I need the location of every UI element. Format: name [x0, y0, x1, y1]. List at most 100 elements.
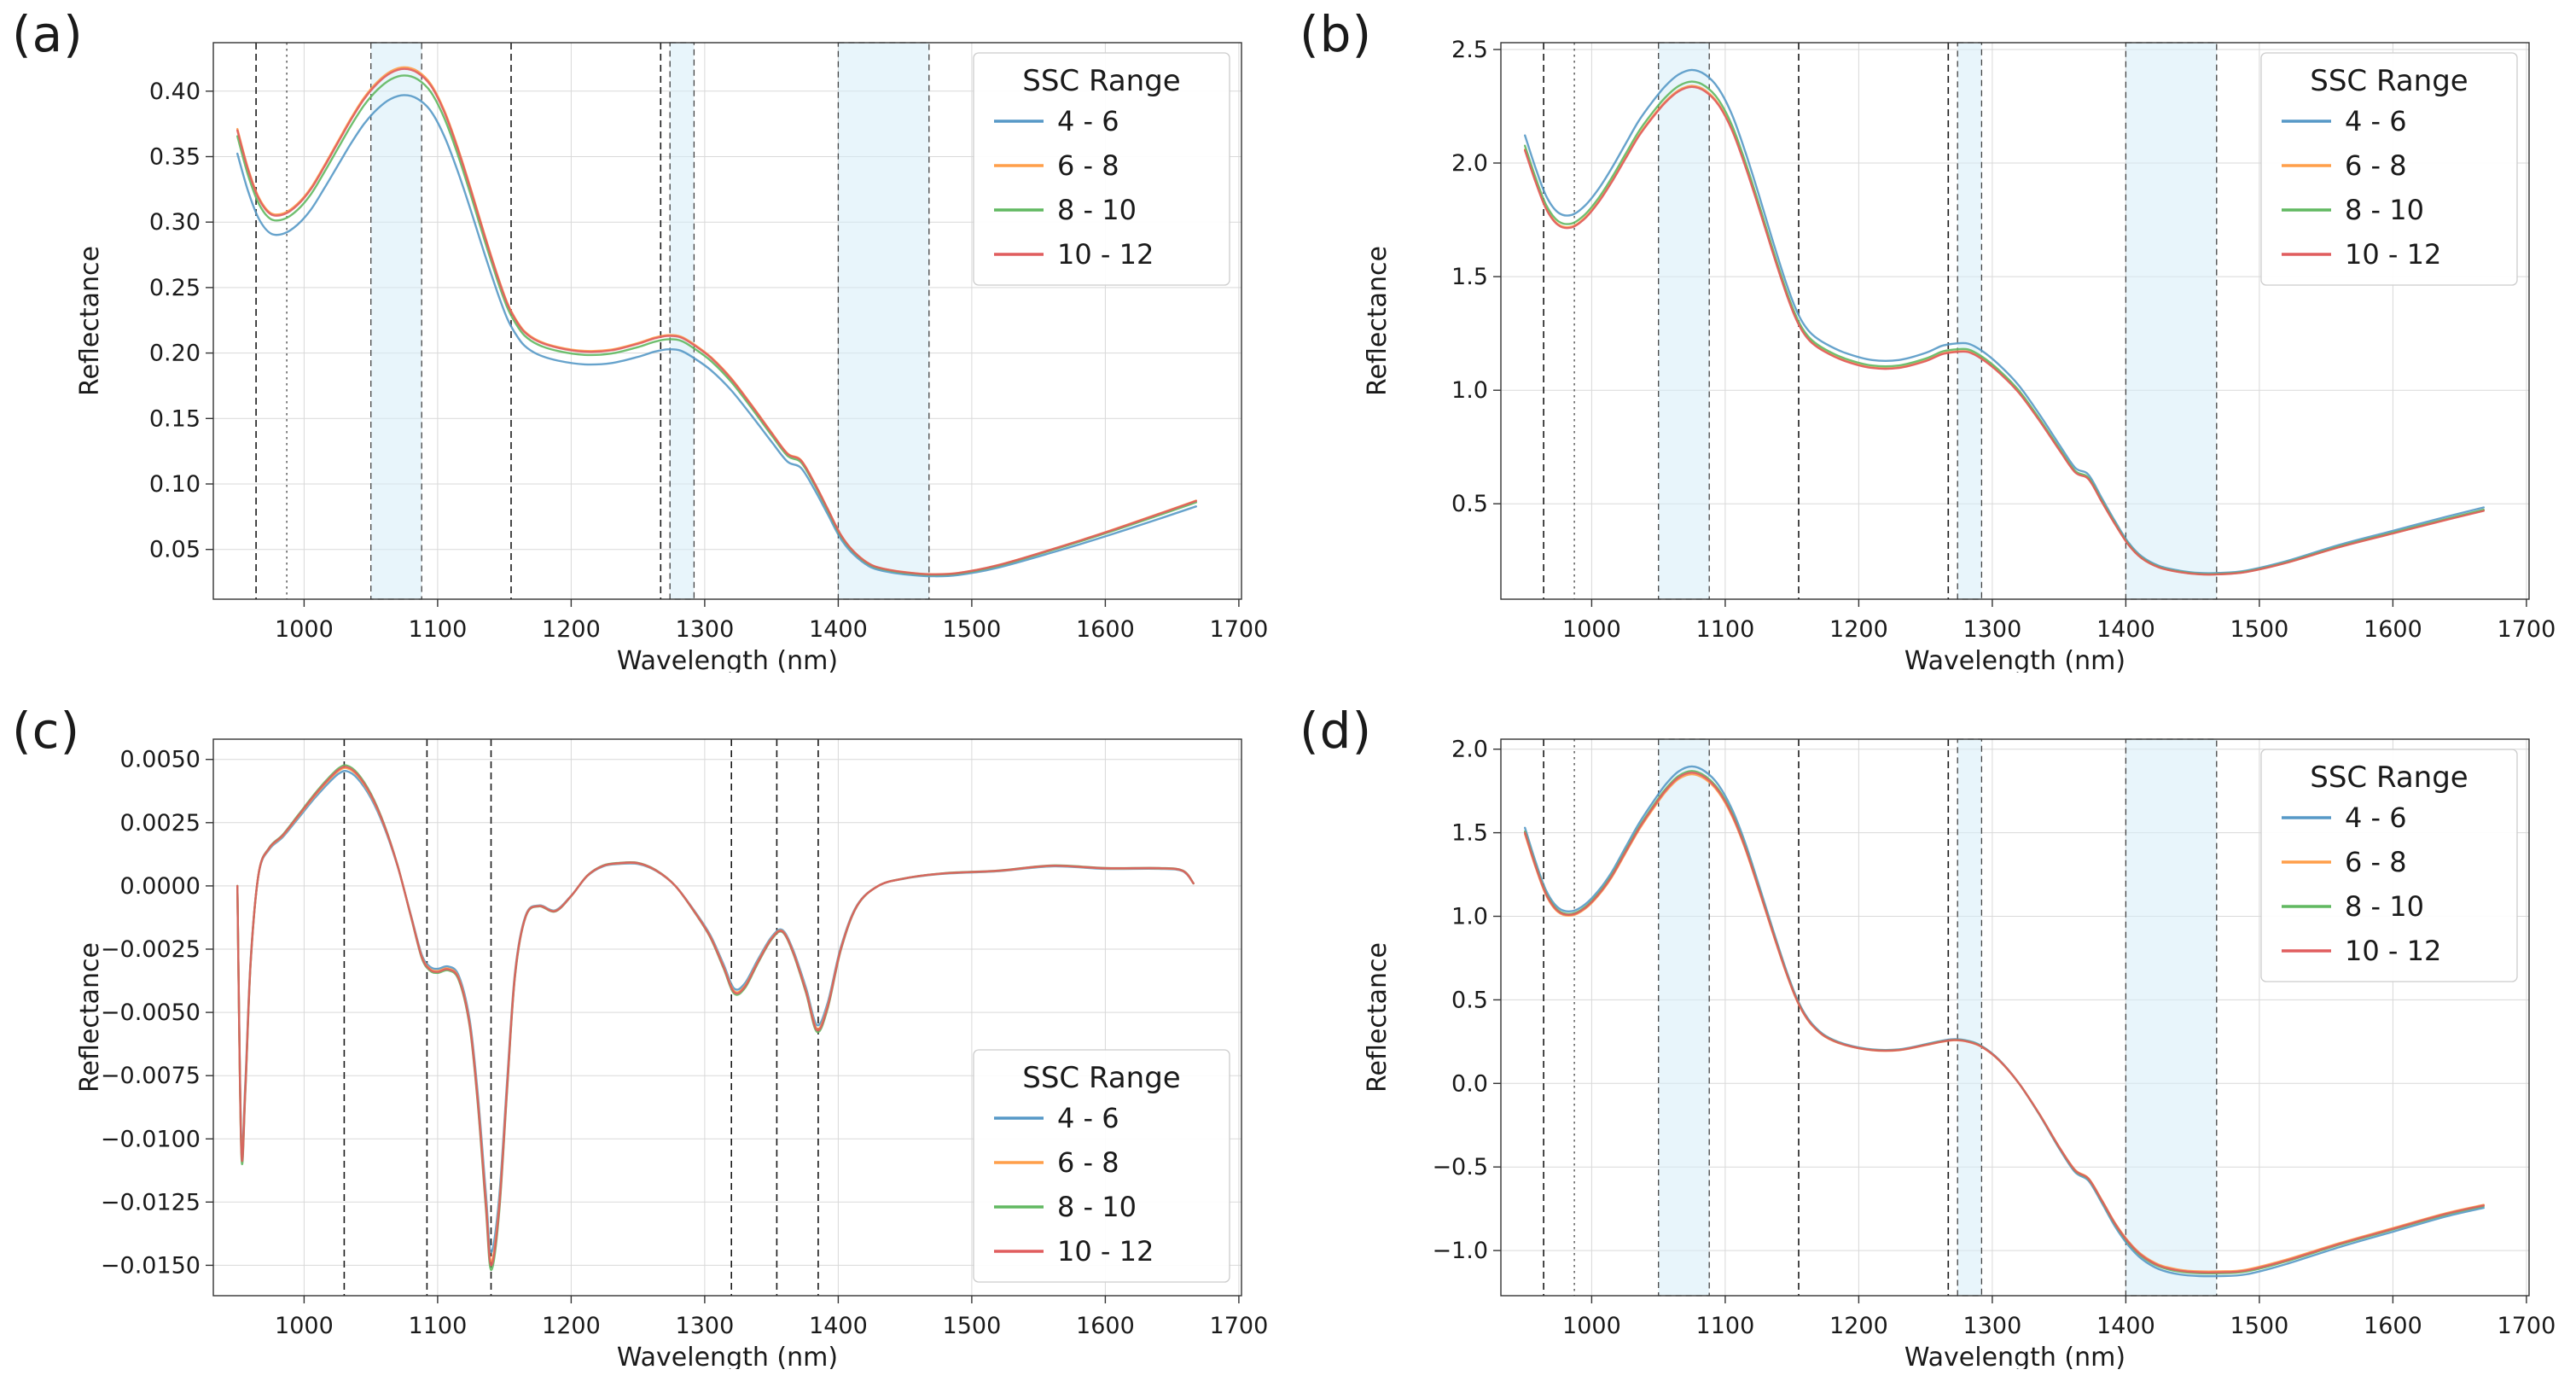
x-tick-label: 1400 — [809, 616, 868, 643]
panel-label-d: (d) — [1300, 702, 1373, 760]
x-tick-label: 1100 — [409, 1313, 468, 1339]
x-tick-label: 1600 — [2364, 1313, 2422, 1339]
x-tick-label: 1000 — [1562, 1313, 1621, 1339]
legend-item-label: 6 - 8 — [2345, 846, 2407, 878]
x-tick-label: 1000 — [275, 616, 334, 643]
legend-box — [2260, 52, 2518, 286]
series-line-10-12 — [1524, 85, 2485, 576]
x-tick-label: 1300 — [1963, 1313, 2022, 1339]
legend-title: SSC Range — [1022, 1061, 1180, 1095]
legend-item-label: 10 - 12 — [1057, 238, 1154, 271]
panel-a: (a) 1000 1100 1200 1300 1400 1500 1600 1700 0.05… — [0, 0, 1288, 696]
x-axis-label: Wavelength (nm) — [1904, 646, 2125, 673]
series-line-10-12 — [236, 67, 1197, 576]
x-tick-label: 1500 — [943, 616, 1002, 643]
series-line-4-6 — [236, 94, 1197, 578]
panel-label-a: (a) — [12, 5, 84, 63]
y-tick-label: −0.5 — [1432, 1154, 1488, 1180]
x-tick-label: 1200 — [1829, 616, 1888, 643]
y-axis-label: Reflectance — [1363, 246, 1393, 396]
y-tick-label: 2.0 — [1451, 150, 1488, 177]
y-tick-label: 0.0000 — [120, 873, 201, 900]
x-tick-label: 1500 — [2230, 616, 2289, 643]
x-tick-label: 1300 — [676, 616, 735, 643]
legend: SSC Range 4 - 6 6 - 8 8 - 10 10 - 12 — [973, 1049, 1230, 1283]
y-tick-label: −1.0 — [1432, 1238, 1488, 1264]
y-tick-label: −0.0150 — [101, 1252, 201, 1279]
y-tick-label: −0.0125 — [101, 1189, 201, 1215]
x-tick-label: 1600 — [2364, 616, 2422, 643]
x-tick-label: 1000 — [1562, 616, 1621, 643]
y-tick-label: 0.0050 — [120, 747, 201, 773]
x-tick-label: 1400 — [2096, 616, 2155, 643]
legend-item-label: 8 - 10 — [2345, 890, 2424, 923]
plot-frame — [212, 738, 1242, 1297]
wavelength-band — [2125, 738, 2218, 1297]
legend-title: SSC Range — [2310, 761, 2468, 795]
legend-item-label: 8 - 10 — [1057, 194, 1137, 226]
x-tick-label: 1300 — [676, 1313, 735, 1339]
legend-item-label: 6 - 8 — [1057, 1146, 1119, 1179]
x-axis-label: Wavelength (nm) — [1904, 1343, 2125, 1369]
legend: SSC Range 4 - 6 6 - 8 8 - 10 10 - 12 — [973, 52, 1230, 286]
legend-title: SSC Range — [1022, 64, 1180, 98]
x-tick-label: 1300 — [1963, 616, 2022, 643]
legend-item-label: 6 - 8 — [1057, 149, 1119, 182]
wavelength-band — [2125, 42, 2218, 600]
y-tick-label: 0.25 — [149, 275, 201, 301]
y-tick-label: 0.0025 — [120, 810, 201, 836]
y-tick-label: 1.0 — [1451, 904, 1488, 930]
x-tick-label: 1700 — [2497, 1313, 2555, 1339]
x-tick-label: 1100 — [1696, 1313, 1755, 1339]
y-tick-label: −0.0025 — [101, 936, 201, 963]
y-tick-label: 0.05 — [149, 537, 201, 563]
x-tick-label: 1400 — [2096, 1313, 2155, 1339]
x-tick-label: 1500 — [2230, 1313, 2289, 1339]
y-tick-label: 0.35 — [149, 144, 201, 171]
series-line-10-12 — [1524, 772, 2485, 1274]
legend-item-label: 8 - 10 — [2345, 194, 2424, 226]
panel-d: (d) 1000 1100 1200 1300 1400 1500 1600 1700 −1.0… — [1288, 696, 2576, 1393]
x-tick-label: 1200 — [1829, 1313, 1888, 1339]
x-tick-label: 1000 — [275, 1313, 334, 1339]
legend-item-label: 10 - 12 — [2345, 238, 2441, 271]
reflectance-spectra-chart-b: 1000 1100 1200 1300 1400 1500 1600 1700 0.5 1.0 1.… — [1360, 24, 2555, 673]
y-tick-label: 0.0 — [1451, 1070, 1488, 1097]
reflectance-spectra-chart-d: 1000 1100 1200 1300 1400 1500 1600 1700 −1.0 −0.5… — [1360, 720, 2555, 1369]
y-axis-label: Reflectance — [1363, 942, 1393, 1093]
panel-label-c: (c) — [12, 702, 81, 760]
legend: SSC Range 4 - 6 6 - 8 8 - 10 10 - 12 — [2260, 52, 2518, 286]
plot-frame — [1500, 42, 2530, 600]
y-tick-label: 2.5 — [1451, 37, 1488, 63]
x-tick-label: 1100 — [409, 616, 468, 643]
wavelength-band — [370, 42, 422, 600]
x-tick-label: 1500 — [943, 1313, 1002, 1339]
y-axis-label: Reflectance — [75, 942, 105, 1093]
y-tick-label: 1.5 — [1451, 264, 1488, 290]
y-tick-label: 0.40 — [149, 79, 201, 105]
x-tick-label: 1200 — [542, 616, 601, 643]
y-tick-label: 0.5 — [1451, 987, 1488, 1013]
x-tick-label: 1700 — [1210, 1313, 1267, 1339]
legend-item-label: 10 - 12 — [1057, 1235, 1154, 1268]
plot-frame — [1500, 738, 2530, 1297]
y-tick-label: −0.0075 — [101, 1063, 201, 1089]
x-tick-label: 1600 — [1076, 1313, 1135, 1339]
y-tick-label: −0.0100 — [101, 1126, 201, 1152]
wavelength-band — [1957, 738, 1983, 1297]
y-tick-label: 1.5 — [1451, 820, 1488, 847]
wavelength-band — [1658, 738, 1710, 1297]
panel-c: (c) 1000 1100 1200 1300 1400 1500 1600 1700 0.00… — [0, 696, 1288, 1393]
y-axis-label: Reflectance — [75, 246, 105, 396]
wavelength-band — [1658, 42, 1710, 600]
legend-box — [973, 1049, 1230, 1283]
legend-item-label: 4 - 6 — [2345, 105, 2407, 137]
legend-item-label: 4 - 6 — [1057, 1102, 1119, 1134]
y-tick-label: 2.0 — [1451, 737, 1488, 763]
series-line-10-12 — [236, 766, 1195, 1267]
panel-b: (b) 1000 1100 1200 1300 1400 1500 1600 1700 0.5 1… — [1288, 0, 2576, 696]
x-tick-label: 1200 — [542, 1313, 601, 1339]
reflectance-spectra-chart-a: 1000 1100 1200 1300 1400 1500 1600 1700 0.05 0.10… — [73, 24, 1267, 673]
legend-box — [973, 52, 1230, 286]
